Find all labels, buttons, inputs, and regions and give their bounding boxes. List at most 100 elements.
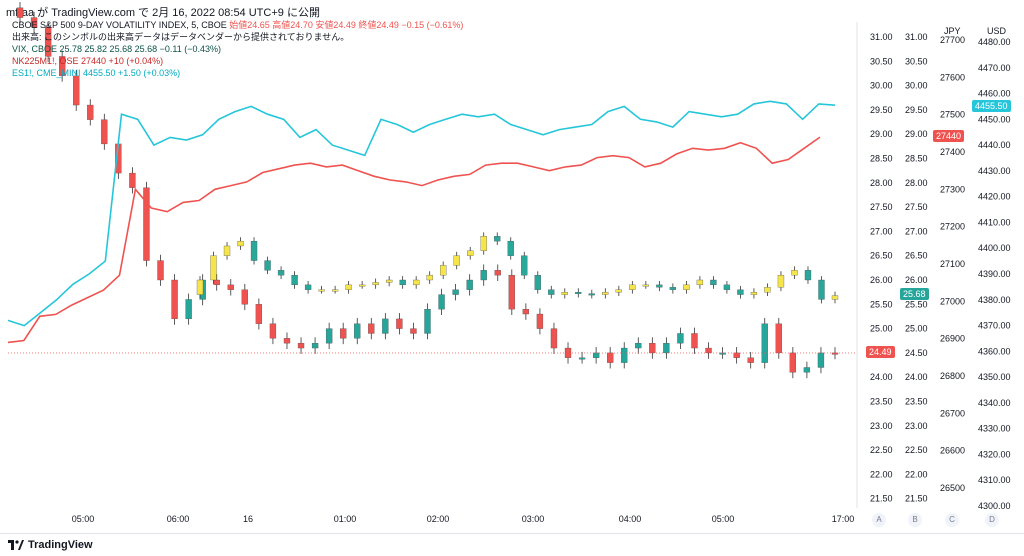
axis-c-tick: 27200 — [940, 222, 965, 232]
main-candle — [87, 104, 94, 120]
vix-candle — [250, 240, 258, 261]
main-candle — [691, 333, 698, 349]
main-candle — [578, 357, 586, 360]
vix-candle — [683, 284, 690, 290]
nk-line — [7, 136, 821, 344]
main-candle — [733, 352, 740, 358]
vix-candle — [629, 284, 636, 290]
main-candle — [297, 343, 305, 349]
axis-a-tick: 23.50 — [870, 397, 893, 407]
vix-candle — [521, 255, 528, 276]
axis-c-tick: 26800 — [940, 371, 965, 381]
axis-a-tick: 25.50 — [870, 299, 893, 309]
axis-d-tick: 4400.00 — [978, 243, 1011, 253]
vix-candle — [480, 236, 487, 251]
tradingview-logo-icon — [8, 540, 24, 550]
volume-notice-text: 出来高: このシンボルの出来高データはデータベンダーから提供されておりません。 — [12, 32, 350, 42]
main-candle — [775, 323, 782, 354]
main-candle — [340, 328, 347, 339]
axis-d-tick: 4390.00 — [978, 269, 1011, 279]
axis-b-tick: 29.50 — [905, 105, 928, 115]
vix-candle — [831, 295, 839, 300]
legend-main: CBOE S&P 500 9-DAY VOLATILITY INDEX, 5, … — [12, 20, 463, 31]
time-axis[interactable]: 05:00 06:00 16 01:00 02:00 03:00 04:00 05:00 17:… — [72, 514, 855, 524]
main-candle — [522, 309, 530, 315]
vix-candle — [602, 291, 609, 295]
axis-a-tick: 22.50 — [870, 445, 893, 455]
scale-button-d[interactable]: D — [985, 513, 999, 527]
axis-d-tick: 4410.00 — [978, 217, 1011, 227]
main-candle — [494, 270, 501, 276]
vix-candle — [453, 255, 460, 266]
vix-candle — [358, 284, 366, 287]
axis-c-tick: 27300 — [940, 184, 965, 194]
main-candle — [311, 343, 319, 349]
vix-candle — [534, 274, 541, 290]
vix-candles — [196, 232, 839, 304]
vix-candle — [372, 282, 379, 286]
scale-button-a[interactable]: A — [872, 513, 886, 527]
main-candle — [213, 279, 220, 286]
main-candle — [424, 309, 431, 334]
axis-c-tick: 27100 — [940, 259, 965, 269]
vix-candle — [548, 289, 555, 295]
axis-b-tick: 28.00 — [905, 178, 928, 188]
axis-c-tick: 26500 — [940, 483, 965, 493]
axis-b-tick: 25.00 — [905, 324, 928, 334]
vix-candle — [426, 274, 433, 281]
main-candle — [508, 274, 515, 310]
main-candle — [649, 343, 656, 354]
main-candle — [466, 279, 473, 290]
main-candle — [789, 352, 796, 373]
axis-c-tick: 26900 — [940, 334, 965, 344]
time-tick: 05:00 — [712, 514, 735, 524]
main-candle — [143, 187, 150, 261]
main-candles — [16, 2, 839, 379]
axis-b-tick: 26.00 — [905, 275, 928, 285]
axis-d-tick: 4360.00 — [978, 346, 1011, 356]
main-candle — [396, 318, 403, 329]
main-candle — [30, 17, 38, 28]
price-chart[interactable]: 31.00 30.50 30.00 29.50 29.00 28.50 28.00 27.50… — [0, 0, 1024, 533]
scale-button-b[interactable]: B — [908, 513, 922, 527]
axis-a-tick: 30.00 — [870, 81, 893, 91]
axis-d-tick: 4470.00 — [978, 63, 1011, 73]
axis-a-tick: 22.00 — [870, 469, 893, 479]
axis-d-tick: 4420.00 — [978, 192, 1011, 202]
legend-main-change: −0.15 (−0.61%) — [401, 20, 464, 30]
axis-d-tick: 4460.00 — [978, 89, 1011, 99]
main-candle — [817, 352, 825, 368]
axis-b-tick: 24.00 — [905, 372, 928, 382]
axis-a-tick: 28.50 — [870, 154, 893, 164]
main-candle — [831, 352, 839, 355]
time-tick: 02:00 — [427, 514, 450, 524]
axis-d-tick: 4330.00 — [978, 424, 1011, 434]
axis-b-tick: 31.00 — [905, 32, 928, 42]
axis-c-header: JPY — [944, 26, 961, 36]
axis-a-tick: 29.00 — [870, 129, 893, 139]
main-candle — [452, 289, 459, 295]
main-last-price-tag: 24.49 — [866, 346, 895, 358]
vix-candle — [764, 287, 771, 293]
vix-candle — [575, 291, 582, 294]
vix-candle — [237, 240, 244, 247]
main-candle — [368, 323, 375, 334]
main-candle — [382, 318, 389, 334]
scale-button-c[interactable]: C — [945, 513, 959, 527]
axis-b[interactable]: 31.00 30.50 30.00 29.50 29.00 28.50 28.00 27.50… — [905, 32, 928, 504]
axis-a-tick: 24.00 — [870, 372, 893, 382]
tradingview-brand[interactable]: TradingView — [8, 539, 93, 551]
axis-a[interactable]: 31.00 30.50 30.00 29.50 29.00 28.50 28.00 27.50… — [870, 32, 893, 504]
axis-a-tick: 29.50 — [870, 105, 893, 115]
axis-d-tick: 4350.00 — [978, 372, 1011, 382]
main-candle — [241, 289, 248, 305]
axis-c-tick: 27400 — [940, 147, 965, 157]
main-candle — [410, 328, 417, 334]
main-candle — [269, 323, 277, 339]
publish-header: mf-aa が TradingView.com で 2月 16, 2022 08… — [0, 0, 1024, 20]
time-tick: 17:00 — [832, 514, 855, 524]
axis-a-tick: 30.50 — [870, 56, 893, 66]
axis-b-tick: 22.50 — [905, 445, 928, 455]
